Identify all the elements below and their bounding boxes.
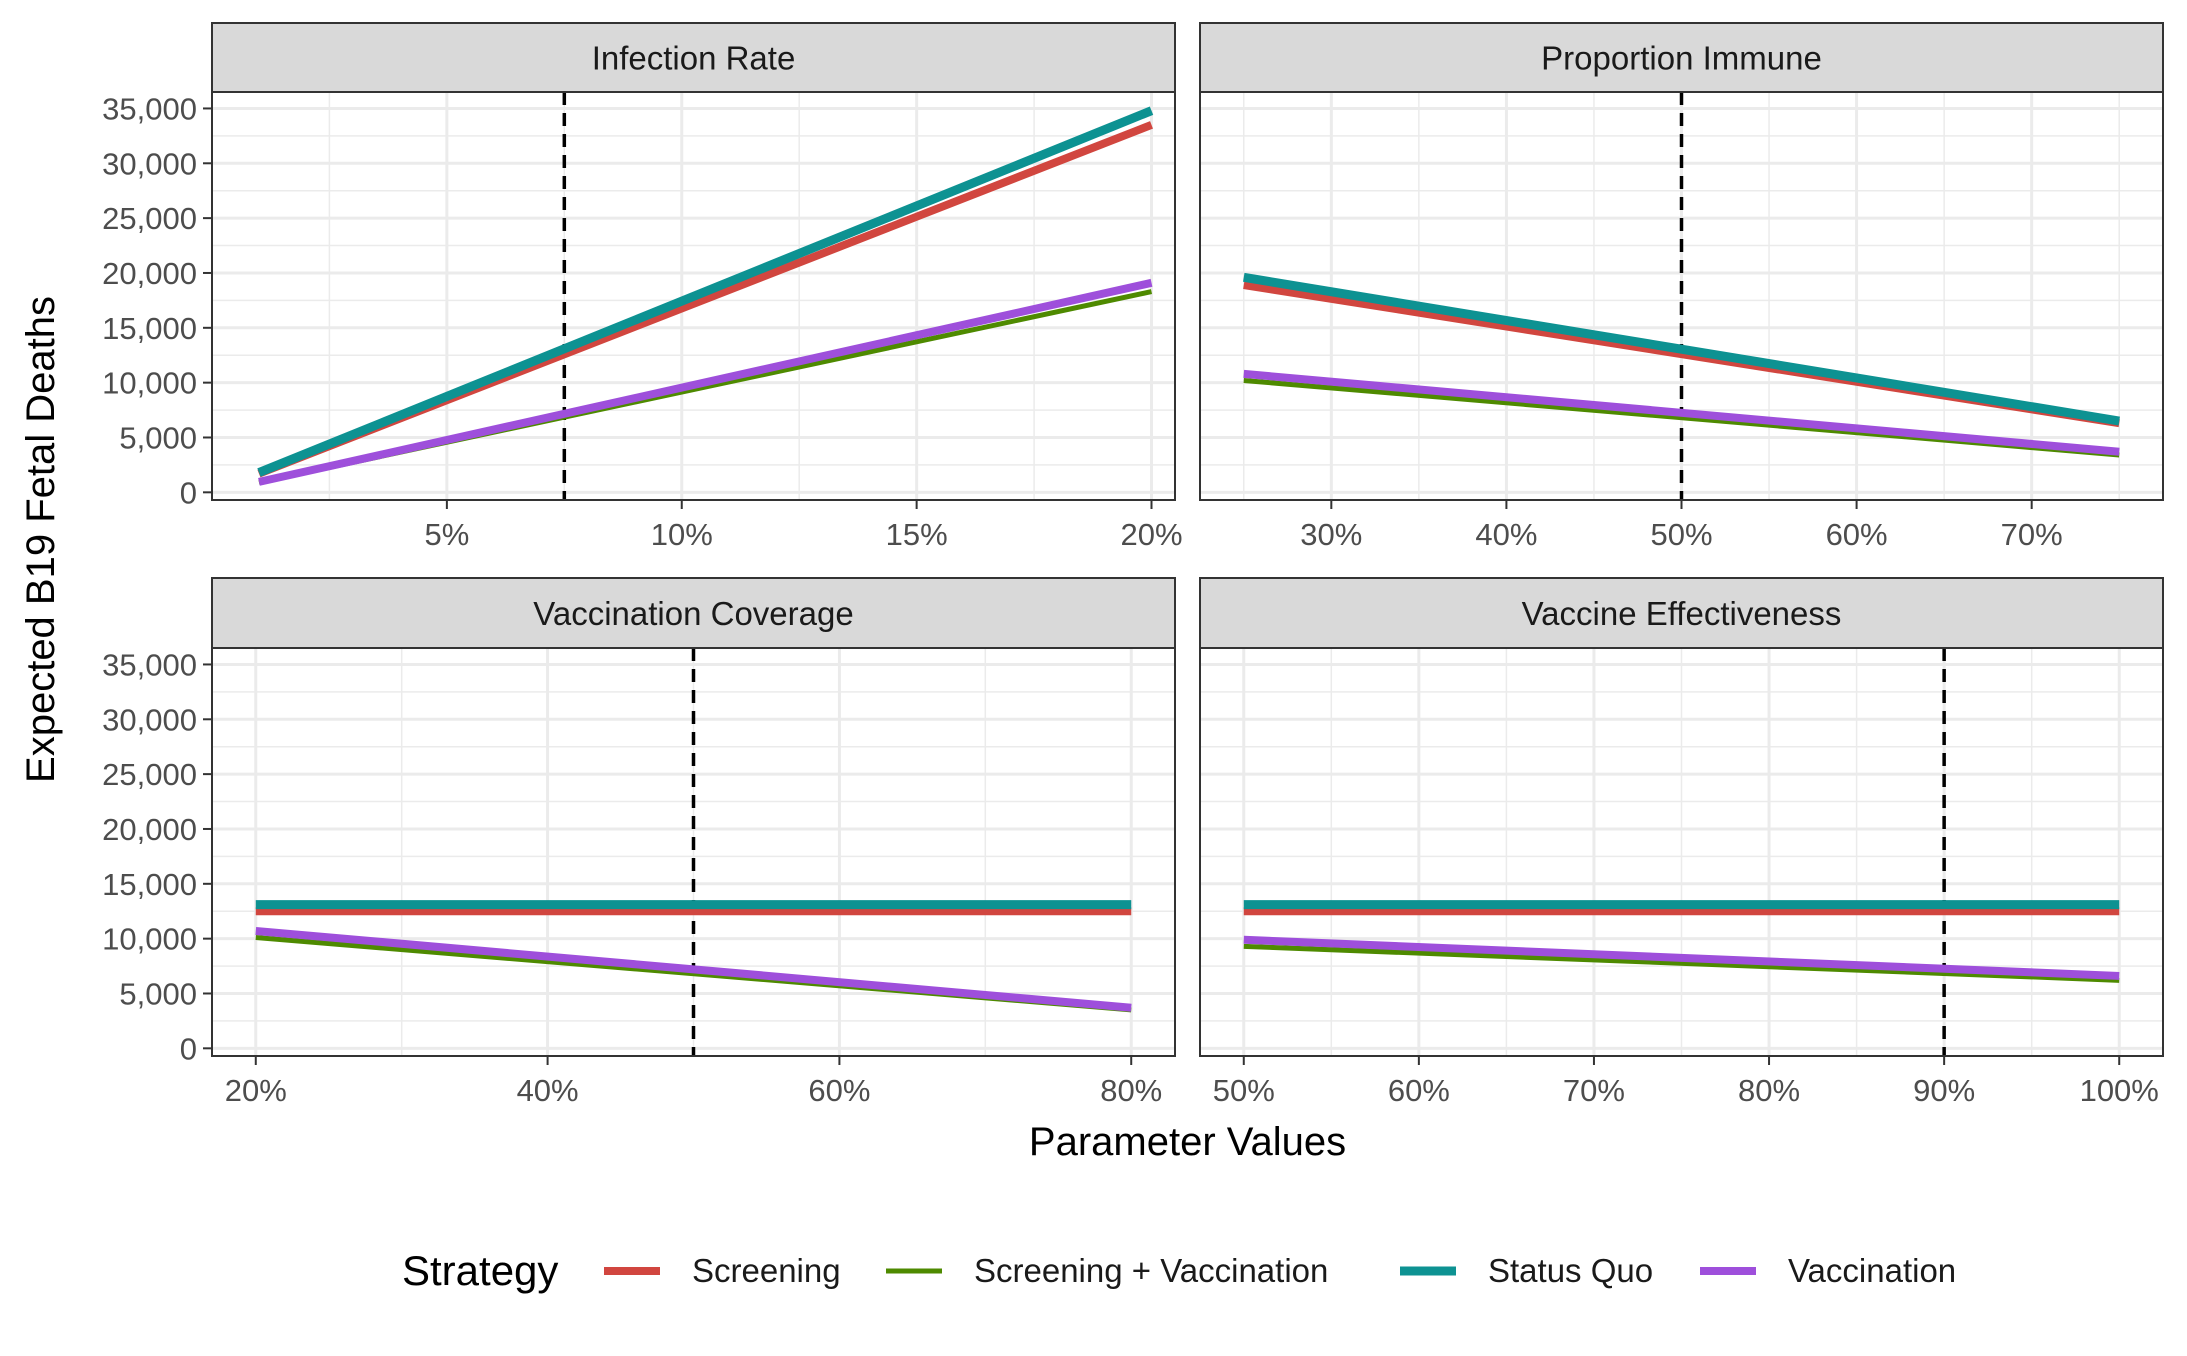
legend-item: Vaccination xyxy=(1700,1252,1956,1289)
x-tick-label: 40% xyxy=(517,1073,579,1108)
y-tick-label: 30,000 xyxy=(102,146,197,181)
x-tick-label: 60% xyxy=(1826,517,1888,552)
y-tick-label: 25,000 xyxy=(102,201,197,236)
y-tick-label: 25,000 xyxy=(102,757,197,792)
x-tick-label: 50% xyxy=(1650,517,1712,552)
legend-item: Screening xyxy=(604,1252,841,1289)
x-axis-title: Parameter Values xyxy=(1029,1120,1346,1164)
y-tick-label: 15,000 xyxy=(102,311,197,346)
panel-border xyxy=(211,91,1176,501)
series-line-vaccination xyxy=(258,278,1153,486)
y-tick-label: 0 xyxy=(180,475,197,510)
facet-strip xyxy=(211,577,1176,649)
legend-label: Screening + Vaccination xyxy=(974,1252,1328,1289)
x-tick-label: 100% xyxy=(2080,1073,2159,1108)
facet-strip xyxy=(211,22,1176,93)
facet-title: Proportion Immune xyxy=(1541,40,1822,77)
legend-item: Status Quo xyxy=(1400,1252,1653,1289)
y-tick-label: 0 xyxy=(180,1031,197,1066)
y-axis-title: Expected B19 Fetal Deaths xyxy=(19,296,63,783)
x-tick-label: 20% xyxy=(225,1073,287,1108)
x-tick-label: 50% xyxy=(1213,1073,1275,1108)
panel-proportion-immune: Proportion Immune 30% 40% 50% 60% 70% xyxy=(1199,22,2164,552)
y-tick-label: 5,000 xyxy=(119,976,197,1011)
legend-label: Vaccination xyxy=(1788,1252,1956,1289)
x-tick-label: 60% xyxy=(808,1073,870,1108)
series-line-status-quo xyxy=(1243,272,2120,426)
legend: Strategy Screening Screening + Vaccination… xyxy=(402,1247,1956,1294)
panel-infection-rate: Infection Rate 5% 10% 15% 20% 0 5,000 10,000 15,… xyxy=(102,22,1183,552)
legend-label: Screening xyxy=(692,1252,841,1289)
legend-title: Strategy xyxy=(402,1247,558,1294)
facet-title: Vaccination Coverage xyxy=(533,595,853,632)
facet-strip xyxy=(1199,577,2164,649)
y-tick-label: 20,000 xyxy=(102,256,197,291)
x-tick-label: 60% xyxy=(1388,1073,1450,1108)
y-tick-label: 35,000 xyxy=(102,647,197,682)
x-tick-label: 70% xyxy=(2001,517,2063,552)
x-tick-label: 70% xyxy=(1563,1073,1625,1108)
x-tick-label: 20% xyxy=(1120,517,1182,552)
facet-title: Infection Rate xyxy=(592,40,796,77)
y-tick-label: 20,000 xyxy=(102,812,197,847)
series-line-screening-vaccination xyxy=(1243,943,2120,983)
x-tick-label: 30% xyxy=(1300,517,1362,552)
facet-title: Vaccine Effectiveness xyxy=(1522,595,1842,632)
x-tick-label: 15% xyxy=(886,517,948,552)
x-tick-label: 80% xyxy=(1100,1073,1162,1108)
series-line-vaccination xyxy=(1243,369,2120,456)
x-tick-label: 80% xyxy=(1738,1073,1800,1108)
x-tick-label: 90% xyxy=(1913,1073,1975,1108)
y-tick-label: 5,000 xyxy=(119,420,197,455)
y-tick-label: 30,000 xyxy=(102,702,197,737)
series-line-vaccination xyxy=(1243,935,2120,980)
panel-border xyxy=(211,647,1176,1057)
facet-strip xyxy=(1199,22,2164,93)
y-tick-label: 15,000 xyxy=(102,867,197,902)
x-tick-label: 40% xyxy=(1475,517,1537,552)
x-tick-label: 10% xyxy=(651,517,713,552)
legend-label: Status Quo xyxy=(1488,1252,1653,1289)
panel-border xyxy=(1199,647,2164,1057)
series-line-status-quo xyxy=(257,106,1154,477)
panel-vaccination-coverage: Vaccination Coverage 20% 40% 60% 80% 0 5,000 10… xyxy=(102,577,1176,1108)
y-tick-label: 35,000 xyxy=(102,91,197,126)
series-line-vaccination xyxy=(255,926,1132,1012)
panel-vaccine-effectiveness: Vaccine Effectiveness 50% 60% 70% 80% 90% 100% xyxy=(1199,577,2164,1108)
x-tick-label: 5% xyxy=(424,517,469,552)
y-tick-label: 10,000 xyxy=(102,366,197,401)
legend-item: Screening + Vaccination xyxy=(886,1252,1328,1289)
y-tick-label: 10,000 xyxy=(102,922,197,957)
